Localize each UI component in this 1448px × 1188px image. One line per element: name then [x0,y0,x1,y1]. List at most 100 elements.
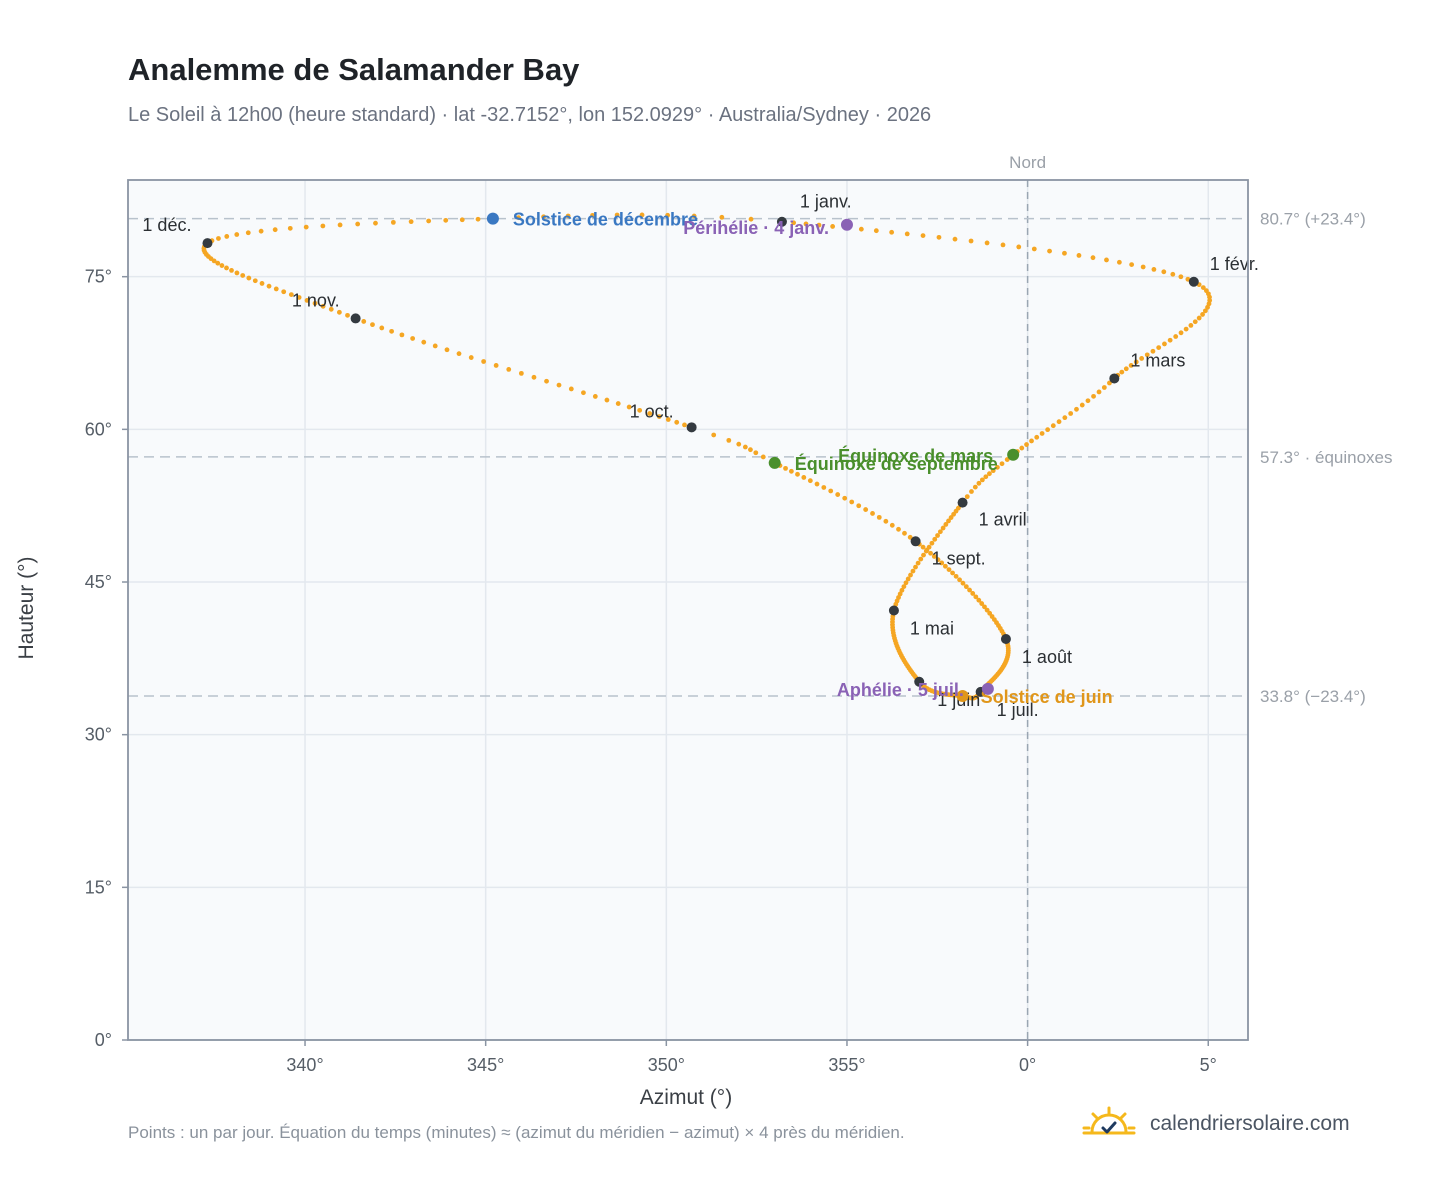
day-point [432,343,438,349]
event-label: Solstice de décembre [513,210,698,230]
month-label: 1 janv. [800,192,852,212]
y-tick-label: 45° [85,572,112,592]
day-point [1173,334,1179,339]
day-point [266,283,272,289]
day-point [281,289,287,295]
day-point [1161,269,1167,275]
day-point [999,461,1005,467]
day-point [1178,274,1184,280]
day-point [928,550,933,556]
day-point [1079,402,1085,408]
day-point [556,382,562,388]
day-point [873,228,879,234]
day-point [760,454,766,460]
reference-label: 57.3° · équinoxes [1260,448,1393,467]
day-point [858,226,864,232]
brand[interactable]: calendriersolaire.com [1082,1104,1350,1144]
day-point [544,378,549,384]
day-point [828,488,834,494]
day-point [224,265,229,271]
day-point [748,216,754,222]
day-point [931,554,937,559]
day-point [835,492,841,497]
day-point [1047,248,1052,254]
day-point [960,580,966,586]
month-label: 1 août [1022,647,1072,667]
day-point [830,224,836,229]
day-point [910,568,916,574]
day-point [592,394,598,399]
sun-check-icon [1082,1106,1136,1135]
day-point [1034,434,1040,440]
day-point [1133,359,1139,365]
day-point [736,441,742,447]
day-point [258,228,264,234]
day-point [1128,362,1134,368]
day-point [816,222,822,228]
day-point [807,478,813,484]
day-point [939,560,945,566]
day-point [665,212,671,218]
day-point [1000,242,1006,248]
day-point [320,223,326,229]
day-point [1202,308,1208,314]
event-marker [486,212,499,225]
day-point [972,484,978,490]
y-tick-label: 15° [85,877,112,897]
day-point [901,584,907,589]
day-point [913,564,918,570]
day-point [979,601,985,606]
day-point [935,557,941,563]
day-point [682,422,687,428]
day-point [863,507,869,512]
event-marker [956,690,969,702]
day-point [614,212,620,218]
day-point [665,417,671,422]
month-marker [1000,634,1011,645]
day-point [691,213,697,219]
day-point [1076,253,1082,258]
day-point [1205,304,1210,310]
day-point [935,533,940,538]
day-point [976,480,982,486]
day-point [940,525,946,531]
day-point [987,471,992,477]
day-point [468,355,474,360]
day-point [889,229,895,235]
day-point [753,450,759,456]
day-point [801,475,807,480]
day-point [1016,244,1022,250]
day-point [1019,445,1025,451]
day-point [481,359,487,364]
day-point [726,437,732,443]
reference-label: 80.7° (+23.4°) [1260,210,1366,229]
day-point [946,518,951,524]
day-point [953,573,959,579]
day-point [803,221,809,227]
day-point [1200,285,1206,291]
day-point [889,522,895,528]
day-point [1200,312,1205,317]
day-point [950,570,955,576]
day-point [219,263,225,268]
x-tick-label: 345° [467,1055,504,1075]
day-point [328,306,334,312]
day-point [783,465,788,471]
day-point [1062,415,1068,421]
month-label: 1 févr. [1210,254,1259,274]
day-point [639,212,645,218]
day-point [1178,330,1184,336]
month-label: 1 mars [1130,350,1185,370]
day-point [983,474,989,480]
day-point [795,471,800,477]
day-point [1139,356,1145,361]
day-point [990,468,996,474]
event-label: Périhélie · 4 janv. [683,218,829,238]
day-point [976,597,982,603]
day-point [984,240,990,246]
day-point [1192,319,1198,325]
month-label: 1 déc. [142,215,191,235]
day-point [656,414,662,420]
day-point [937,529,943,535]
day-point [443,217,449,223]
